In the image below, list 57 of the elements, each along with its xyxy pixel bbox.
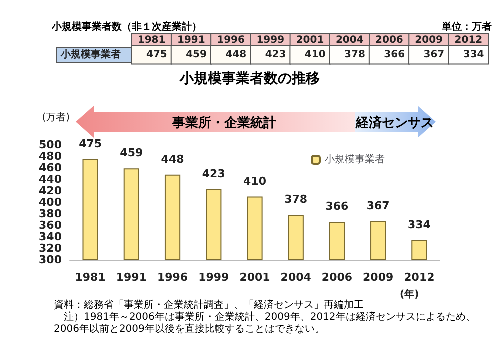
data-label: 475 bbox=[79, 137, 102, 150]
x-tick-label: 1991 bbox=[177, 35, 206, 46]
data-label: 378 bbox=[344, 50, 366, 60]
text: 資料：総務省「事業所・企業統計調査」、「経済センサス」再編加工 bbox=[54, 300, 365, 312]
data-label: 366 bbox=[326, 200, 350, 214]
x-tick-label: 2009 bbox=[363, 271, 394, 284]
data-label: 367 bbox=[366, 199, 390, 212]
legend-label: 小規模事業者 bbox=[325, 154, 385, 166]
x-tick-label: 2006 bbox=[376, 35, 404, 46]
y-tick-label: 340 bbox=[39, 230, 62, 244]
x-tick-label: 1999 bbox=[198, 271, 230, 284]
data-label: 334 bbox=[408, 218, 432, 232]
x-tick-label: 1981 bbox=[138, 35, 166, 46]
x-tick-label: 2001 bbox=[296, 35, 324, 46]
data-label: 410 bbox=[244, 174, 267, 188]
y-axis-title: (万者) bbox=[42, 112, 70, 124]
x-tick-label: 2004 bbox=[280, 271, 312, 284]
data-label: 334 bbox=[463, 50, 484, 60]
data-label: 366 bbox=[384, 50, 406, 60]
x-tick-label: 1991 bbox=[116, 271, 147, 284]
x-axis-title: (年) bbox=[400, 288, 420, 300]
x-tick-label: 2004 bbox=[336, 35, 364, 46]
x-tick-label: 1996 bbox=[217, 35, 245, 46]
y-tick-label: 360 bbox=[39, 219, 62, 232]
data-label: 459 bbox=[120, 146, 144, 160]
data-label: 423 bbox=[265, 50, 286, 60]
y-tick-label: 380 bbox=[39, 208, 62, 220]
y-tick-label: 420 bbox=[39, 184, 62, 198]
x-tick-label: 2006 bbox=[322, 271, 353, 284]
data-label: 475 bbox=[146, 50, 168, 60]
x-tick-label: 1981 bbox=[75, 271, 106, 284]
x-tick-label: 2012 bbox=[454, 35, 483, 46]
y-tick-label: 460 bbox=[39, 162, 62, 174]
annotation: 単位：万者 bbox=[442, 22, 492, 33]
x-tick-label: 2009 bbox=[415, 35, 444, 46]
y-tick-label: 320 bbox=[39, 242, 62, 255]
chart-title: 小規模事業者数（非１次産業計） bbox=[52, 20, 202, 34]
data-label: 448 bbox=[226, 50, 247, 60]
x-tick-label: 1996 bbox=[157, 271, 188, 284]
y-tick-label: 480 bbox=[39, 150, 62, 163]
x-tick-label: 2012 bbox=[404, 271, 435, 284]
data-label: 423 bbox=[202, 167, 226, 180]
data-label: 378 bbox=[284, 193, 308, 206]
text: 事業所・企業統計 bbox=[172, 114, 278, 132]
data-label: 367 bbox=[424, 50, 445, 60]
y-tick-label: 400 bbox=[39, 196, 62, 209]
x-tick-label: 1999 bbox=[256, 35, 285, 46]
y-tick-label: 300 bbox=[39, 254, 62, 266]
chart-title: 小規模事業者数の推移 bbox=[178, 70, 321, 88]
x-tick-label: 2001 bbox=[240, 271, 270, 284]
text: 注）1981年～2006年は事業所・企業統計、2009年、2012年は経済センサスによるため、2006年以前と2009年以後を直接比較することはできない。 bbox=[54, 312, 477, 336]
y-tick-label: 500 bbox=[39, 138, 62, 152]
data-label: 459 bbox=[186, 50, 208, 60]
text: 経済センサス bbox=[355, 114, 435, 132]
data-label: 410 bbox=[304, 50, 326, 60]
y-tick-label: 440 bbox=[39, 173, 62, 186]
data-label: 448 bbox=[161, 152, 184, 166]
